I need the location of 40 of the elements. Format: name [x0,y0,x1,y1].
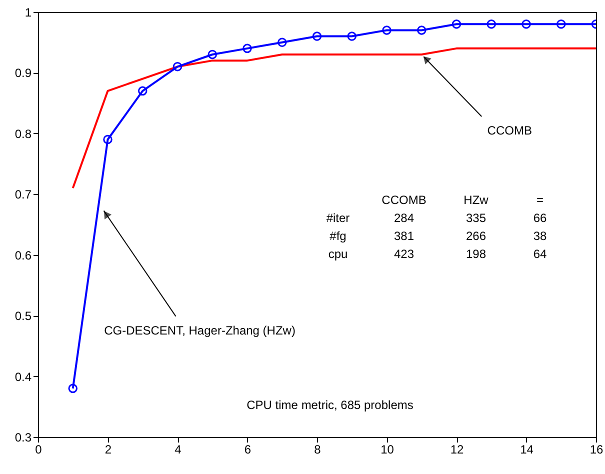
y-tick-label: 1 [24,6,32,20]
point [452,20,462,29]
point [278,38,287,47]
point [103,134,112,144]
y-tick-label: 0.3 [14,430,32,444]
x-tick-label: 10 [380,442,394,456]
point [172,62,182,72]
x-tick-label: 6 [244,442,252,456]
point [138,86,148,96]
point [312,32,322,41]
x-tick-label: 0 [35,442,42,456]
y-tick-label: 0.8 [14,126,32,141]
annotation: CCOMB [487,124,532,138]
x-tick-label: 4 [174,442,182,456]
point [417,26,426,35]
point [208,50,217,60]
annotation: CPU time metric, 685 problems [246,398,414,412]
x-tick-label: 8 [314,442,322,456]
annotation: CG-DESCENT, Hager-Zhang (HZw) [104,323,296,338]
x-tick-label: 16 [590,442,604,456]
point [382,26,392,35]
point [242,44,252,54]
text: #fg 381 266 38 [330,229,547,243]
point [556,20,566,29]
line-series [72,47,596,190]
point [486,20,496,29]
x-tick-label: 14 [520,442,534,456]
y-tick-label: 0.6 [14,248,32,262]
text: CCOMB HZw = [382,193,544,207]
point [522,20,531,29]
text: #iter 284 335 66 [326,211,547,225]
y-tick-label: 0.7 [14,188,32,202]
text: cpu 423 198 64 [328,247,547,261]
y-tick-label: 0.9 [14,66,32,80]
x-tick-label: 2 [104,442,112,456]
point [68,384,78,394]
y-tick-label: 0.5 [14,309,32,324]
point [347,32,356,41]
x-tick-label: 12 [450,442,464,456]
y-tick-label: 0.4 [14,370,32,384]
